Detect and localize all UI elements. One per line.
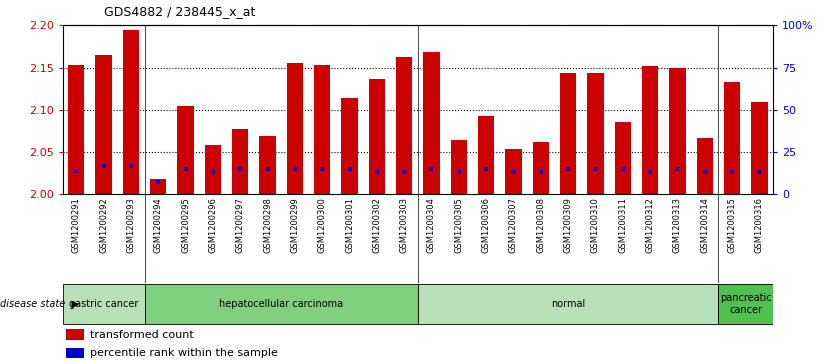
Bar (67, 330, 84, 340)
Bar (418, 284, 718, 324)
Text: GSM1200297: GSM1200297 (236, 197, 244, 253)
Text: GDS4882 / 238445_x_at: GDS4882 / 238445_x_at (104, 5, 256, 18)
Bar (67, 348, 84, 358)
Text: GSM1200315: GSM1200315 (727, 197, 736, 253)
Bar (369, 79, 385, 194)
Text: GSM1200295: GSM1200295 (181, 197, 190, 253)
Bar (724, 82, 741, 194)
Text: GSM1200312: GSM1200312 (646, 197, 655, 253)
Text: GSM1200302: GSM1200302 (372, 197, 381, 253)
Bar (478, 116, 495, 194)
Bar (642, 66, 658, 194)
Text: disease state  ▶: disease state ▶ (0, 299, 79, 309)
Bar (505, 148, 522, 194)
Text: GSM1200293: GSM1200293 (127, 197, 135, 253)
Bar (123, 30, 139, 194)
Bar (669, 68, 686, 194)
Text: transformed count: transformed count (90, 330, 193, 340)
Text: GSM1200307: GSM1200307 (509, 197, 518, 253)
Bar (424, 52, 440, 194)
Text: GSM1200292: GSM1200292 (99, 197, 108, 253)
Text: GSM1200298: GSM1200298 (263, 197, 272, 253)
Text: GSM1200306: GSM1200306 (482, 197, 490, 253)
Bar (144, 284, 418, 324)
Text: GSM1200304: GSM1200304 (427, 197, 436, 253)
Text: GSM1200291: GSM1200291 (72, 197, 81, 253)
Bar (287, 64, 303, 194)
Bar (587, 73, 604, 194)
Bar (259, 136, 276, 194)
Bar (150, 179, 167, 194)
Bar (751, 102, 767, 194)
Bar (341, 98, 358, 194)
Bar (178, 106, 193, 194)
Text: GSM1200296: GSM1200296 (208, 197, 218, 253)
Bar (450, 140, 467, 194)
Text: GSM1200313: GSM1200313 (673, 197, 682, 253)
Text: normal: normal (551, 299, 585, 309)
Text: GSM1200314: GSM1200314 (701, 197, 709, 253)
Text: gastric cancer: gastric cancer (69, 299, 138, 309)
Bar (63, 284, 144, 324)
Bar (533, 142, 549, 194)
Bar (68, 65, 84, 194)
Text: GSM1200310: GSM1200310 (591, 197, 600, 253)
Bar (204, 145, 221, 194)
Text: GSM1200316: GSM1200316 (755, 197, 764, 253)
Text: GSM1200294: GSM1200294 (153, 197, 163, 253)
Bar (396, 57, 412, 194)
Text: GSM1200311: GSM1200311 (618, 197, 627, 253)
Text: hepatocellular carcinoma: hepatocellular carcinoma (219, 299, 344, 309)
Text: GSM1200303: GSM1200303 (399, 197, 409, 253)
Text: GSM1200301: GSM1200301 (345, 197, 354, 253)
Text: GSM1200309: GSM1200309 (564, 197, 573, 253)
Bar (615, 122, 631, 194)
Text: GSM1200299: GSM1200299 (290, 197, 299, 253)
Text: pancreatic
cancer: pancreatic cancer (720, 293, 771, 315)
Bar (718, 284, 773, 324)
Bar (696, 138, 713, 194)
Text: percentile rank within the sample: percentile rank within the sample (90, 348, 278, 358)
Bar (314, 65, 330, 194)
Bar (560, 73, 576, 194)
Text: GSM1200308: GSM1200308 (536, 197, 545, 253)
Text: GSM1200300: GSM1200300 (318, 197, 327, 253)
Text: GSM1200305: GSM1200305 (455, 197, 464, 253)
Bar (232, 129, 249, 194)
Bar (95, 55, 112, 194)
